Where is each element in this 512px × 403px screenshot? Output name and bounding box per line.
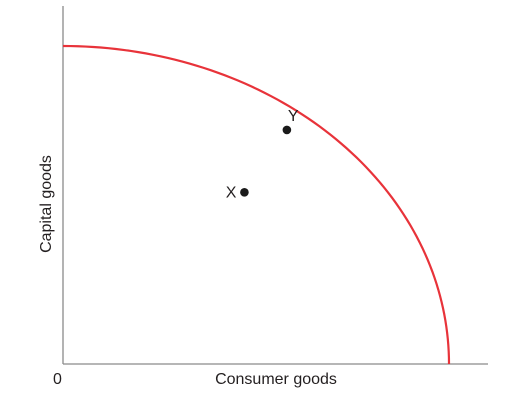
point-label-x: X [226,184,237,201]
point-label-y: Y [288,108,299,125]
point-y [282,125,292,135]
point-x [240,187,249,197]
origin-label: 0 [53,371,62,388]
points-layer: XY [226,108,299,201]
y-axis-title: Capital goods [38,155,55,253]
production-possibilities-curve [62,44,451,365]
x-axis-title: Consumer goods [215,371,337,388]
